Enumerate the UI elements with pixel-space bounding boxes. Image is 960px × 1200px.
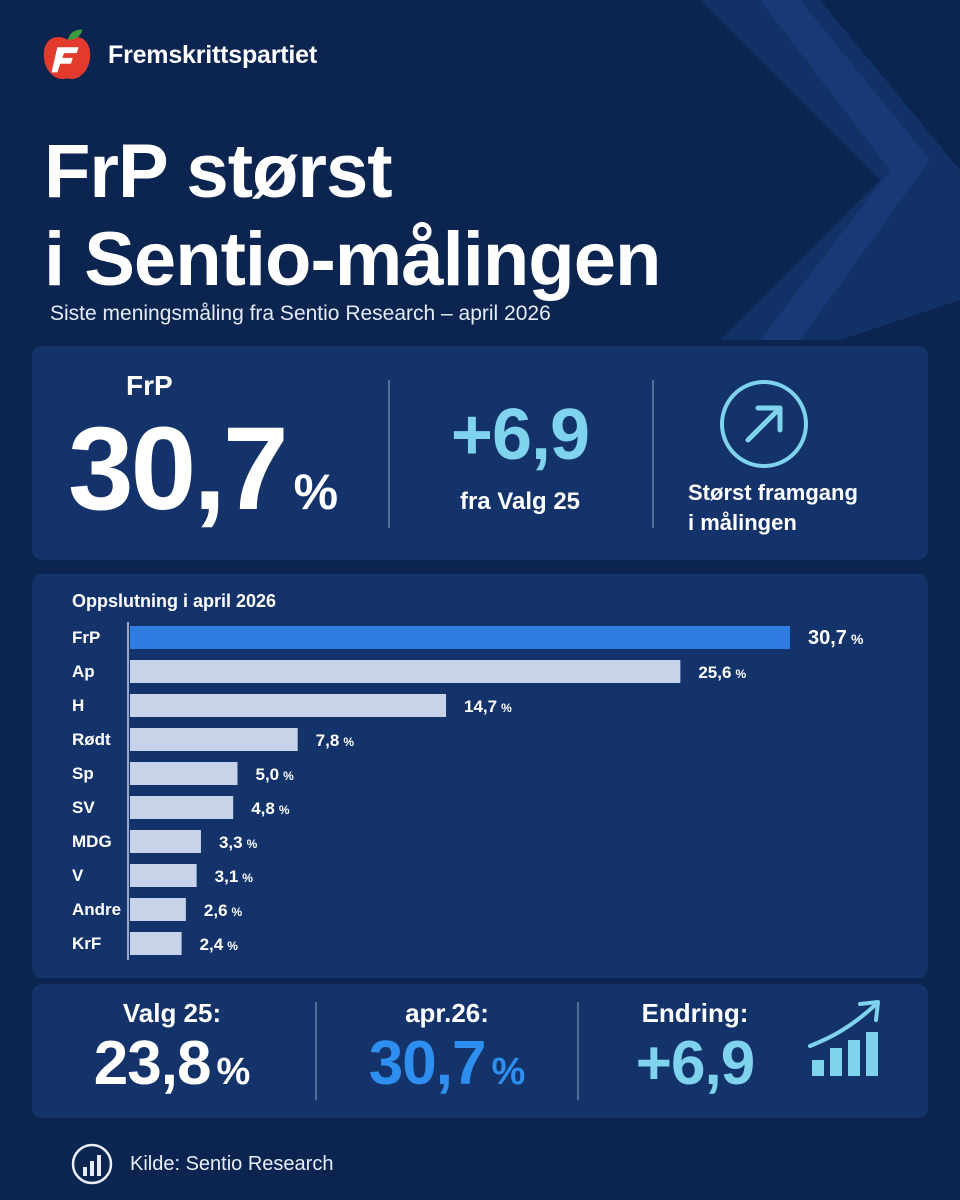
bar (130, 864, 197, 887)
data-label: 5,0% (255, 765, 294, 784)
data-label: 2,4% (200, 935, 239, 954)
party-value: 30,7 (68, 403, 289, 535)
divider (388, 380, 390, 528)
bar (130, 660, 681, 683)
summary-panel: Valg 25: 23,8% apr.26: 30,7% Endring: +6… (32, 984, 928, 1118)
note-text: Størst framgang i målingen (688, 478, 918, 538)
change-value: +6,9 (450, 395, 590, 475)
category-label: Sp (72, 764, 94, 783)
source-text: Kilde: Sentio Research (130, 1152, 334, 1175)
data-label: 3,3% (219, 833, 258, 852)
brand-name: Fremskrittspartiet (108, 40, 317, 69)
chart-title: Oppslutning i april 2026 (72, 591, 276, 611)
subtitle: Siste meningsmåling fra Sentio Research … (50, 302, 551, 325)
data-label: 3,1% (215, 867, 254, 886)
valg-number: 23,8 (93, 1029, 212, 1098)
divider (315, 1002, 317, 1100)
party-label: FrP (126, 370, 173, 401)
note-line-1: Størst framgang (688, 480, 858, 505)
data-label: 2,6% (204, 901, 243, 920)
percent-sign: % (293, 464, 339, 520)
category-label: Rødt (72, 730, 111, 749)
bar (130, 796, 234, 819)
bar-chart-panel: Oppslutning i april 2026 FrP 30,7% Ap 25,6% H… (32, 574, 928, 978)
bar (130, 694, 447, 717)
bar (130, 898, 186, 921)
data-label: 25,6% (698, 663, 746, 682)
growth-chart-icon (808, 1000, 880, 1076)
category-label: FrP (72, 628, 100, 647)
party-percentage: 30,7% (68, 404, 338, 557)
category-label: SV (72, 798, 95, 817)
valg-label: Valg 25: (122, 998, 222, 1028)
category-label: MDG (72, 832, 112, 851)
arrow-up-right-icon (720, 380, 808, 468)
source-footer: Kilde: Sentio Research (70, 1142, 333, 1186)
category-label: KrF (72, 934, 101, 953)
brand-logo: Fremskrittspartiet (38, 26, 317, 84)
bar-chart: Oppslutning i april 2026 FrP 30,7 % Ap 25,6 % H… (72, 591, 864, 960)
highlight-panel: FrP 30,7% +6,9 fra Valg 25 Størst framga… (32, 346, 928, 560)
apr-value: 30,7% (318, 1028, 576, 1099)
category-label: V (72, 866, 84, 885)
bar (130, 762, 238, 785)
endring-value: +6,9 (635, 1029, 755, 1098)
divider (652, 380, 654, 528)
data-label: 30,7% (808, 627, 864, 649)
note-line-2: i målingen (688, 510, 797, 535)
title-line-1: FrP størst (44, 129, 393, 214)
data-label: 7,8% (316, 731, 355, 750)
bar (130, 728, 298, 751)
page-title: FrP størst i Sentio-målingen (44, 128, 904, 304)
data-label: 4,8% (251, 799, 290, 818)
endring-label: Endring: (641, 998, 749, 1028)
category-label: Andre (72, 900, 121, 919)
change-label: fra Valg 25 (459, 488, 581, 515)
apr-label: apr.26: (405, 998, 489, 1028)
category-label: H (72, 696, 84, 715)
bar (130, 626, 790, 649)
bar (130, 932, 182, 955)
bar (130, 830, 201, 853)
apple-logo-icon (43, 29, 91, 79)
title-line-2: i Sentio-målingen (44, 217, 661, 302)
percent-sign: % (216, 1051, 251, 1093)
bar-chart-circle-icon (71, 1143, 113, 1185)
valg-value: 23,8% (32, 1028, 312, 1099)
divider (577, 1002, 579, 1100)
percent-sign: % (491, 1051, 526, 1093)
apr-number: 30,7 (368, 1029, 487, 1098)
data-label: 14,7% (464, 697, 512, 716)
category-label: Ap (72, 662, 95, 681)
